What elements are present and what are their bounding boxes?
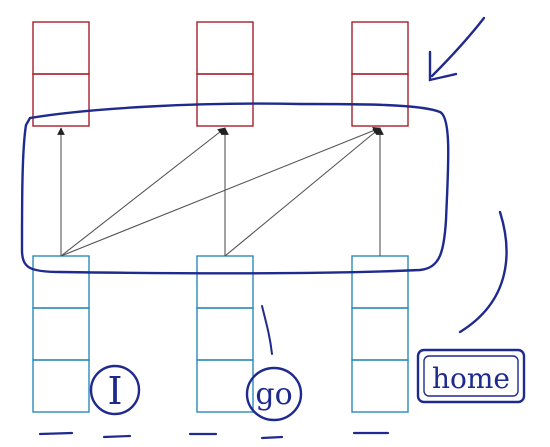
input-cell [196, 359, 254, 413]
bottom-dash [102, 434, 132, 439]
selection-loop [20, 102, 450, 275]
input-cell [351, 359, 409, 413]
output-stack [351, 21, 409, 127]
pointer-arrow-head [428, 50, 458, 82]
output-cell [351, 73, 409, 127]
input-stacks [32, 255, 409, 413]
input-cell [196, 255, 254, 309]
ink-tick [261, 305, 273, 355]
input-cell [351, 255, 409, 309]
connection-arrow [224, 127, 381, 257]
input-cell [32, 307, 90, 361]
pointer-arrow-stroke [430, 16, 486, 78]
input-cell [196, 307, 254, 361]
output-cell [32, 21, 90, 75]
side-curve [458, 210, 508, 334]
output-stacks [32, 21, 409, 127]
input-cell [32, 255, 90, 309]
input-stack [351, 255, 409, 413]
connection-arrows [57, 127, 384, 257]
label-i: I [107, 369, 122, 413]
output-cell [196, 21, 254, 75]
label-go: go [255, 377, 292, 412]
output-cell [196, 73, 254, 127]
output-stack [196, 21, 254, 127]
output-cell [32, 73, 90, 127]
bottom-dash [260, 435, 284, 440]
output-stack [32, 21, 90, 127]
circle-label-i [89, 364, 141, 416]
bottom-dash [38, 431, 74, 436]
input-cell [32, 359, 90, 413]
input-stack [196, 255, 254, 413]
box-label-home [416, 348, 526, 404]
label-home: home [432, 362, 510, 395]
handwritten-annotations: I go home [20, 16, 526, 440]
connection-arrow [60, 127, 226, 257]
connection-arrow [60, 127, 381, 257]
input-stack [32, 255, 90, 413]
circle-label-go [245, 366, 303, 422]
output-cell [351, 21, 409, 75]
input-cell [351, 307, 409, 361]
